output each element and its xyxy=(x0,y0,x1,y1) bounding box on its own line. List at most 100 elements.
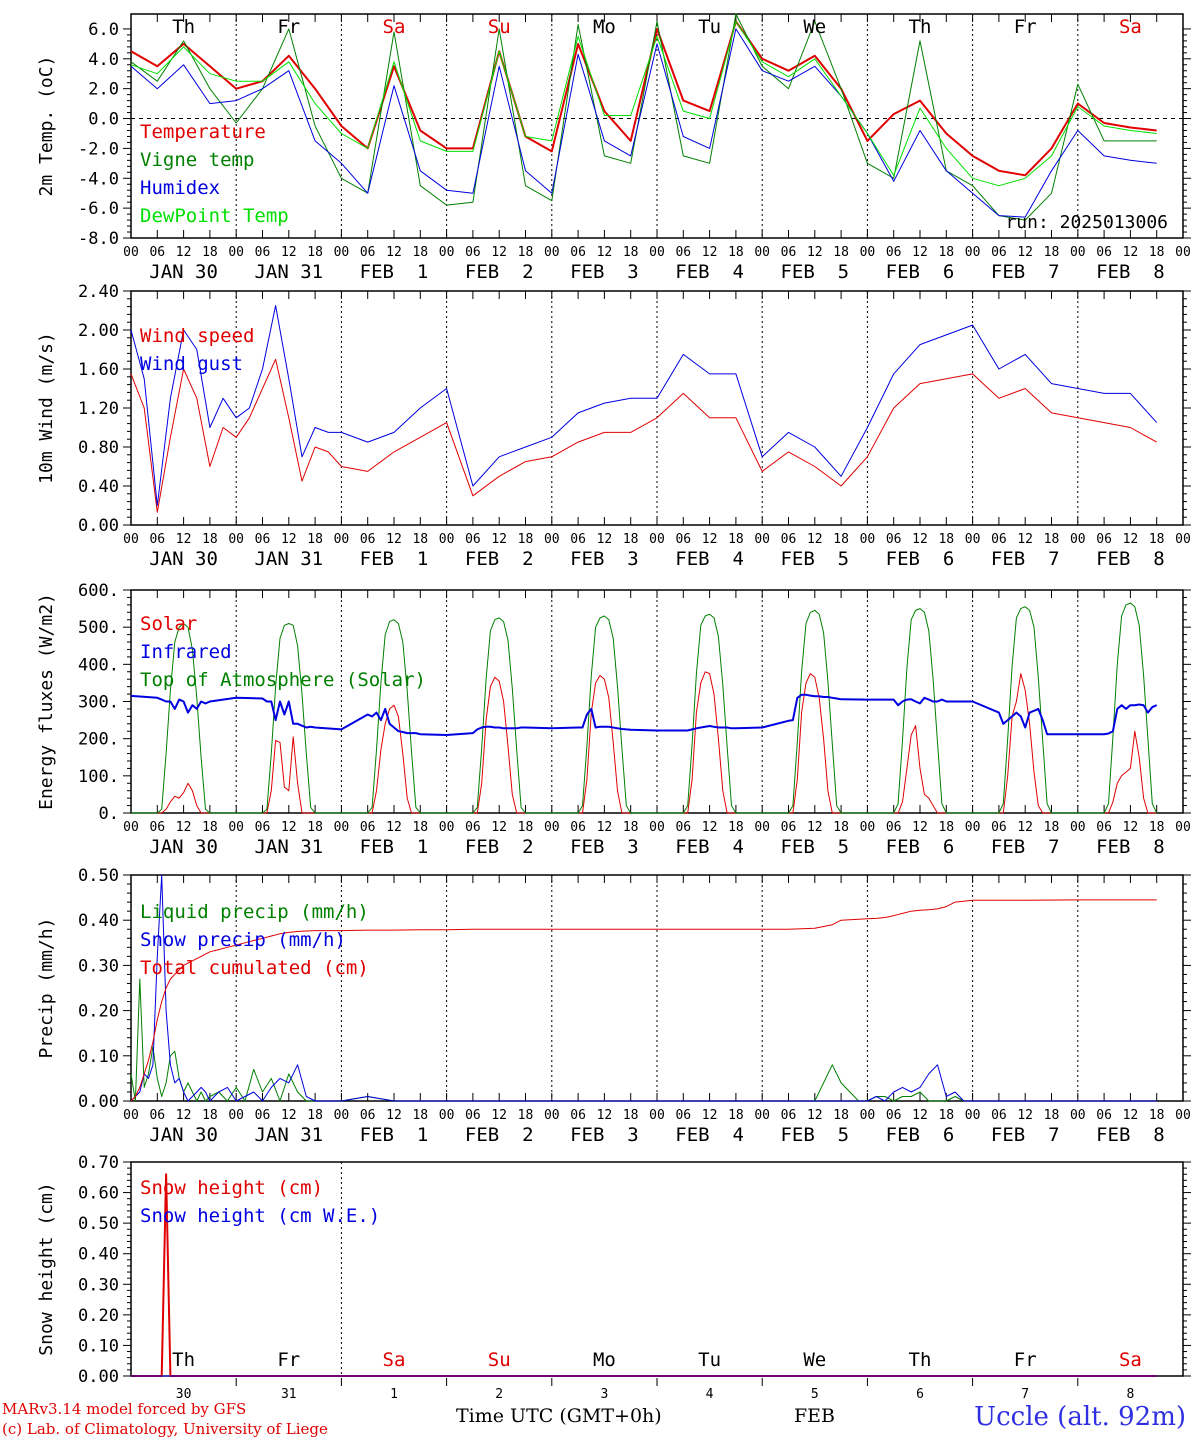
hour-tick-label: 00 xyxy=(1175,532,1191,547)
hour-tick-label: 18 xyxy=(1149,532,1165,547)
date-label: FEB 8 xyxy=(1096,836,1165,858)
y-tick-label: 0.30 xyxy=(78,956,119,976)
y-tick-label: 400. xyxy=(78,655,119,675)
y-tick-label: 0.20 xyxy=(78,1306,119,1326)
hour-tick-label: 18 xyxy=(1044,1108,1060,1123)
hour-tick-label: 12 xyxy=(807,245,823,260)
legend-entry: Snow height (cm) xyxy=(140,1177,323,1199)
hour-tick-label: 06 xyxy=(991,245,1007,260)
date-label: FEB 1 xyxy=(360,548,429,570)
date-label: FEB 3 xyxy=(570,261,639,283)
hour-tick-label: 18 xyxy=(728,1108,744,1123)
hour-tick-label: 00 xyxy=(334,820,350,835)
y-tick-label: 6.0 xyxy=(88,20,119,40)
y-axis-title: Snow height (cm) xyxy=(36,1182,57,1355)
hour-tick-label: 12 xyxy=(597,1108,613,1123)
hour-tick-label: 00 xyxy=(544,1108,560,1123)
hour-tick-label: 00 xyxy=(439,532,455,547)
hour-tick-label: 06 xyxy=(1096,1108,1112,1123)
series-line xyxy=(131,602,1158,814)
hour-tick-label: 18 xyxy=(307,532,323,547)
hour-tick-label: 06 xyxy=(1096,245,1112,260)
date-label: FEB 2 xyxy=(465,261,534,283)
date-label: FEB 2 xyxy=(465,548,534,570)
date-label: FEB 4 xyxy=(675,1124,744,1146)
hour-tick-label: 18 xyxy=(623,1108,639,1123)
hour-tick-label: 06 xyxy=(675,1108,691,1123)
hour-tick-label: 00 xyxy=(228,820,244,835)
legend-entry: DewPoint Temp xyxy=(140,205,289,227)
y-tick-label: -6.0 xyxy=(78,199,119,219)
hour-tick-label: 18 xyxy=(307,820,323,835)
hour-tick-label: 06 xyxy=(465,532,481,547)
hour-tick-label: 00 xyxy=(1175,245,1191,260)
hour-tick-label: 12 xyxy=(176,532,192,547)
legend-entry: Snow height (cm W.E.) xyxy=(140,1205,380,1227)
hour-tick-label: 00 xyxy=(860,245,876,260)
y-tick-label: 0.30 xyxy=(78,1275,119,1295)
hour-tick-label: 00 xyxy=(754,820,770,835)
y-tick-label: 600. xyxy=(78,581,119,601)
hour-tick-label: 06 xyxy=(570,1108,586,1123)
date-label: JAN 31 xyxy=(254,548,323,570)
hour-tick-label: 00 xyxy=(965,1108,981,1123)
y-tick-label: 2.40 xyxy=(78,282,119,302)
hour-tick-label: 06 xyxy=(781,532,797,547)
hour-tick-label: 12 xyxy=(1123,245,1139,260)
hour-tick-label: 06 xyxy=(886,532,902,547)
hour-tick-label: 00 xyxy=(1175,1108,1191,1123)
station-name: Uccle (alt. 92m) xyxy=(974,1402,1186,1432)
day-number: 31 xyxy=(281,1387,297,1402)
hour-tick-label: 00 xyxy=(965,820,981,835)
legend-entry: Humidex xyxy=(140,177,220,199)
day-number: 6 xyxy=(916,1387,924,1402)
day-number: 30 xyxy=(176,1387,192,1402)
hour-tick-label: 18 xyxy=(202,532,218,547)
day-number: 4 xyxy=(706,1387,714,1402)
y-tick-label: 0.50 xyxy=(78,1214,119,1234)
date-label: FEB 6 xyxy=(886,1124,955,1146)
hour-tick-label: 06 xyxy=(991,532,1007,547)
hour-tick-label: 18 xyxy=(518,532,534,547)
date-label: FEB 6 xyxy=(886,261,955,283)
hour-tick-label: 06 xyxy=(360,245,376,260)
date-label: FEB 4 xyxy=(675,261,744,283)
day-name: Fr xyxy=(277,1349,300,1371)
date-label: FEB 6 xyxy=(886,548,955,570)
hour-tick-label: 18 xyxy=(938,532,954,547)
series-line xyxy=(130,28,1157,218)
hour-tick-label: 00 xyxy=(544,820,560,835)
day-name: Sa xyxy=(383,1349,406,1371)
hour-tick-label: 12 xyxy=(597,245,613,260)
day-name: We xyxy=(803,1349,826,1371)
y-tick-label: 0.50 xyxy=(78,866,119,886)
date-label: FEB 3 xyxy=(570,548,639,570)
hour-tick-label: 06 xyxy=(465,820,481,835)
hour-tick-label: 12 xyxy=(1123,1108,1139,1123)
hour-tick-label: 18 xyxy=(518,820,534,835)
x-axis-title: Time UTC (GMT+0h) xyxy=(456,1405,662,1427)
y-tick-label: 0.40 xyxy=(78,911,119,931)
hour-tick-label: 12 xyxy=(912,1108,928,1123)
hour-tick-label: 12 xyxy=(491,820,507,835)
hour-tick-label: 12 xyxy=(491,532,507,547)
legend-entry: Total cumulated (cm) xyxy=(140,957,369,979)
hour-tick-label: 12 xyxy=(597,532,613,547)
hour-tick-label: 06 xyxy=(255,532,271,547)
day-number: 2 xyxy=(495,1387,503,1402)
run-label: run: 2025013006 xyxy=(1005,212,1168,233)
day-name: Sa xyxy=(1119,16,1142,38)
date-label: JAN 30 xyxy=(149,261,218,283)
hour-tick-label: 12 xyxy=(1017,245,1033,260)
series-line xyxy=(130,874,1157,1102)
hour-tick-label: 06 xyxy=(570,532,586,547)
hour-tick-label: 12 xyxy=(1017,532,1033,547)
hour-tick-label: 00 xyxy=(439,820,455,835)
y-tick-label: 2.00 xyxy=(78,321,119,341)
date-label: JAN 30 xyxy=(149,836,218,858)
hour-tick-label: 00 xyxy=(123,1108,139,1123)
hour-tick-label: 06 xyxy=(781,820,797,835)
hour-tick-label: 18 xyxy=(728,532,744,547)
hour-tick-label: 18 xyxy=(833,1108,849,1123)
